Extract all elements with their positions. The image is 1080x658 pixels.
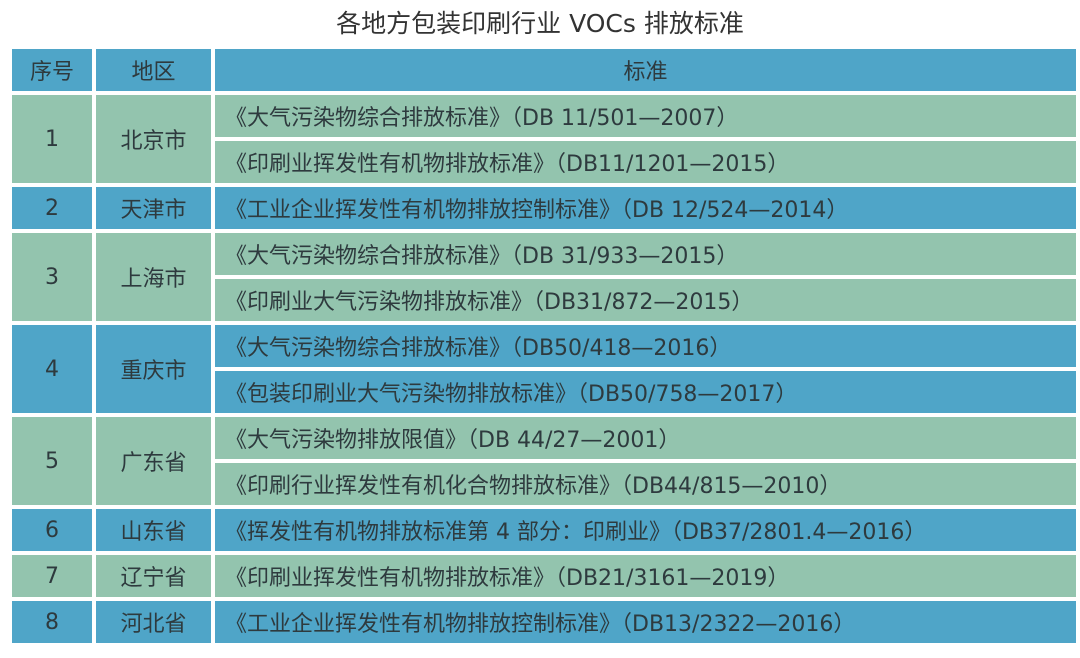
row-number: 6 bbox=[12, 509, 92, 551]
row-number: 7 bbox=[12, 555, 92, 597]
row-region: 山东省 bbox=[96, 509, 211, 551]
table-row: 1 北京市 《大气污染物综合排放标准》（DB 11/501—2007） bbox=[12, 95, 1076, 183]
row-number: 3 bbox=[12, 233, 92, 321]
table-row: 《印刷业挥发性有机物排放标准》（DB11/1201—2015） bbox=[12, 141, 1076, 183]
row-region: 辽宁省 bbox=[96, 555, 211, 597]
table-row: 2 天津市 《工业企业挥发性有机物排放控制标准》（DB 12/524—2014） bbox=[12, 187, 1076, 229]
row-region: 北京市 bbox=[96, 95, 211, 183]
table-row: 《包装印刷业大气污染物排放标准》（DB50/758—2017） bbox=[12, 371, 1076, 413]
header-region: 地区 bbox=[96, 49, 211, 91]
row-standard: 《大气污染物综合排放标准》（DB 11/501—2007） bbox=[215, 95, 1076, 137]
row-region: 上海市 bbox=[96, 233, 211, 321]
row-standard: 《包装印刷业大气污染物排放标准》（DB50/758—2017） bbox=[215, 371, 1076, 413]
voc-standards-table: 序号 地区 标准 1 北京市 《大气污染物综合排放标准》（DB 11/501—200… bbox=[8, 45, 1080, 647]
row-region: 河北省 bbox=[96, 601, 211, 643]
table-row: 8 河北省 《工业企业挥发性有机物排放控制标准》（DB13/2322—2016） bbox=[12, 601, 1076, 643]
row-standard: 《挥发性有机物排放标准第 4 部分：印刷业》（DB37/2801.4—2016） bbox=[215, 509, 1076, 551]
row-standard: 《大气污染物排放限值》（DB 44/27—2001） bbox=[215, 417, 1076, 459]
row-region: 重庆市 bbox=[96, 325, 211, 413]
table-title: 各地方包装印刷行业 VOCs 排放标准 bbox=[336, 9, 744, 38]
header-standard: 标准 bbox=[215, 49, 1076, 91]
row-standard: 《印刷业大气污染物排放标准》（DB31/872—2015） bbox=[215, 279, 1076, 321]
table-row: 3 上海市 《大气污染物综合排放标准》（DB 31/933—2015） bbox=[12, 233, 1076, 321]
row-number: 8 bbox=[12, 601, 92, 643]
table-row: 4 重庆市 《大气污染物综合排放标准》（DB50/418—2016） bbox=[12, 325, 1076, 413]
header-no: 序号 bbox=[12, 49, 92, 91]
table-row: 《印刷行业挥发性有机化合物排放标准》（DB44/815—2010） bbox=[12, 463, 1076, 505]
row-number: 2 bbox=[12, 187, 92, 229]
table-row: 6 山东省 《挥发性有机物排放标准第 4 部分：印刷业》（DB37/2801.4—2… bbox=[12, 509, 1076, 551]
header-row: 序号 地区 标准 bbox=[12, 49, 1076, 91]
row-number: 1 bbox=[12, 95, 92, 183]
row-number: 5 bbox=[12, 417, 92, 505]
row-standard: 《工业企业挥发性有机物排放控制标准》（DB 12/524—2014） bbox=[215, 187, 1076, 229]
row-standard: 《印刷行业挥发性有机化合物排放标准》（DB44/815—2010） bbox=[215, 463, 1076, 505]
row-standard: 《印刷业挥发性有机物排放标准》（DB11/1201—2015） bbox=[215, 141, 1076, 183]
table-row: 《印刷业大气污染物排放标准》（DB31/872—2015） bbox=[12, 279, 1076, 321]
table-row: 7 辽宁省 《印刷业挥发性有机物排放标准》（DB21/3161—2019） bbox=[12, 555, 1076, 597]
row-standard: 《工业企业挥发性有机物排放控制标准》（DB13/2322—2016） bbox=[215, 601, 1076, 643]
table-row: 5 广东省 《大气污染物排放限值》（DB 44/27—2001） bbox=[12, 417, 1076, 505]
row-region: 天津市 bbox=[96, 187, 211, 229]
row-region: 广东省 bbox=[96, 417, 211, 505]
row-number: 4 bbox=[12, 325, 92, 413]
row-standard: 《大气污染物综合排放标准》（DB 31/933—2015） bbox=[215, 233, 1076, 275]
row-standard: 《大气污染物综合排放标准》（DB50/418—2016） bbox=[215, 325, 1076, 367]
row-standard: 《印刷业挥发性有机物排放标准》（DB21/3161—2019） bbox=[215, 555, 1076, 597]
